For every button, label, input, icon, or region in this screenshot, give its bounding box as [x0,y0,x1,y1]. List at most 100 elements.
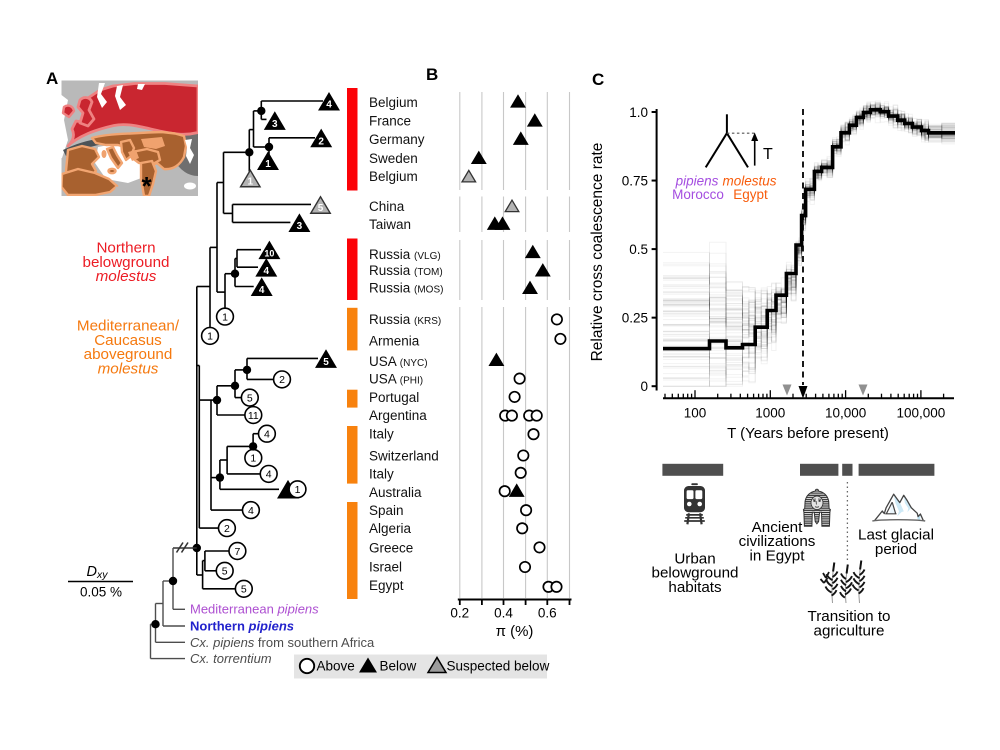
svg-text:Mediterranean/: Mediterranean/ [77,317,180,334]
svg-text:in Egypt: in Egypt [750,547,806,564]
svg-text:Above: Above [317,659,355,674]
svg-text:5: 5 [247,392,253,404]
svg-text:3: 3 [272,119,278,130]
svg-text:Dxy: Dxy [87,564,109,581]
svg-text:1: 1 [222,311,228,323]
svg-text:0.4: 0.4 [494,606,513,621]
svg-text:4: 4 [248,505,254,517]
svg-text:belowground: belowground [83,254,170,271]
svg-text:1: 1 [295,484,301,496]
svg-text:Urban: Urban [674,550,715,567]
svg-text:habitats: habitats [668,579,722,596]
svg-text:0.25: 0.25 [622,310,648,325]
svg-text:10,000: 10,000 [825,406,866,421]
svg-text:Relative cross coalescence rat: Relative cross coalescence rate [589,143,606,362]
svg-text:Mediterranean pipiens: Mediterranean pipiens [190,602,319,617]
svg-text:Australia: Australia [369,485,422,500]
svg-text:Suspected below: Suspected below [447,659,550,674]
svg-text:2: 2 [279,374,285,386]
svg-text:Armenia: Armenia [369,333,420,348]
svg-text:4: 4 [264,266,270,277]
svg-text:Israel: Israel [369,560,402,575]
svg-text:4: 4 [264,429,270,441]
svg-text:Northern: Northern [96,240,155,257]
svg-text:Portugal: Portugal [369,390,419,405]
svg-text:4: 4 [266,469,272,481]
svg-text:T (Years before present): T (Years before present) [727,425,889,442]
svg-text:Greece: Greece [369,540,413,555]
svg-text:belowground: belowground [652,565,739,582]
svg-text:0.05 %: 0.05 % [80,585,122,600]
svg-text:1: 1 [250,453,256,465]
svg-text:0.6: 0.6 [538,606,557,621]
svg-text:4: 4 [326,100,332,111]
svg-text:molestus: molestus [722,174,776,189]
svg-text:B: B [426,65,438,84]
svg-text:Sweden: Sweden [369,151,418,166]
svg-text:Russia (MOS): Russia (MOS) [369,281,443,296]
svg-text:T: T [763,146,773,163]
svg-text:5: 5 [318,203,324,214]
svg-text:Argentina: Argentina [369,408,427,423]
svg-text:Switzerland: Switzerland [369,449,439,464]
svg-text:A: A [46,69,58,88]
svg-text:0.2: 0.2 [450,606,469,621]
svg-text:Italy: Italy [369,467,394,482]
svg-text:Algeria: Algeria [369,521,412,536]
svg-text:7: 7 [234,546,240,558]
svg-text:Cx. pipiens from southern Afri: Cx. pipiens from southern Africa [190,635,375,650]
svg-text:Russia (KRS): Russia (KRS) [369,312,441,327]
svg-text:2: 2 [318,136,324,147]
svg-text:Morocco: Morocco [672,187,724,202]
svg-text:Below: Below [380,659,417,674]
svg-text:Spain: Spain [369,503,404,518]
svg-text:1: 1 [265,159,271,170]
svg-text:1.0: 1.0 [629,105,648,120]
svg-text:Egypt: Egypt [369,578,404,593]
svg-text:0.5: 0.5 [629,242,648,257]
svg-text:agriculture: agriculture [814,623,885,640]
svg-text:10: 10 [264,248,274,258]
svg-text:Last glacial: Last glacial [858,527,934,544]
svg-text:5: 5 [222,566,228,578]
svg-text:Northern pipiens: Northern pipiens [190,619,294,634]
svg-text:China: China [369,199,405,214]
svg-text:Transition to: Transition to [807,608,890,625]
svg-text:Italy: Italy [369,426,394,441]
svg-text:aboveground: aboveground [84,346,173,363]
svg-text:USA (NYC): USA (NYC) [369,354,428,369]
svg-text:Cx. torrentium: Cx. torrentium [190,651,272,666]
svg-text:π (%): π (%) [496,623,534,640]
svg-text:Egypt: Egypt [733,187,768,202]
svg-text:Belgium: Belgium [369,95,418,110]
svg-text:0: 0 [640,379,648,394]
svg-text:Caucasus: Caucasus [94,332,162,349]
svg-text:Ancient: Ancient [752,519,803,536]
svg-text:5: 5 [323,357,329,368]
svg-text:molestus: molestus [98,360,159,377]
svg-text:2: 2 [224,523,230,535]
svg-text:*: * [141,171,152,201]
svg-text:1: 1 [248,177,254,188]
svg-text:C: C [592,70,604,89]
svg-text:1: 1 [207,331,213,343]
svg-text:Taiwan: Taiwan [369,217,411,232]
svg-text:Russia (TOM): Russia (TOM) [369,263,443,278]
svg-text:period: period [875,541,917,558]
svg-text:USA (PHI): USA (PHI) [369,372,423,387]
svg-text:Germany: Germany [369,132,425,147]
svg-text:100,000: 100,000 [896,406,945,421]
svg-text:Russia (VLG): Russia (VLG) [369,247,441,262]
svg-text:1000: 1000 [755,406,785,421]
svg-text:Belgium: Belgium [369,169,418,184]
svg-text:11: 11 [248,410,259,422]
svg-text:5: 5 [241,584,247,596]
svg-text:3: 3 [297,221,303,232]
svg-text:100: 100 [684,406,707,421]
svg-text:civilizations: civilizations [739,533,816,550]
svg-text:4: 4 [259,285,265,296]
svg-text:pipiens: pipiens [675,174,719,189]
svg-text:France: France [369,114,411,129]
svg-text:0.75: 0.75 [622,173,648,188]
svg-text:molestus: molestus [96,268,157,285]
